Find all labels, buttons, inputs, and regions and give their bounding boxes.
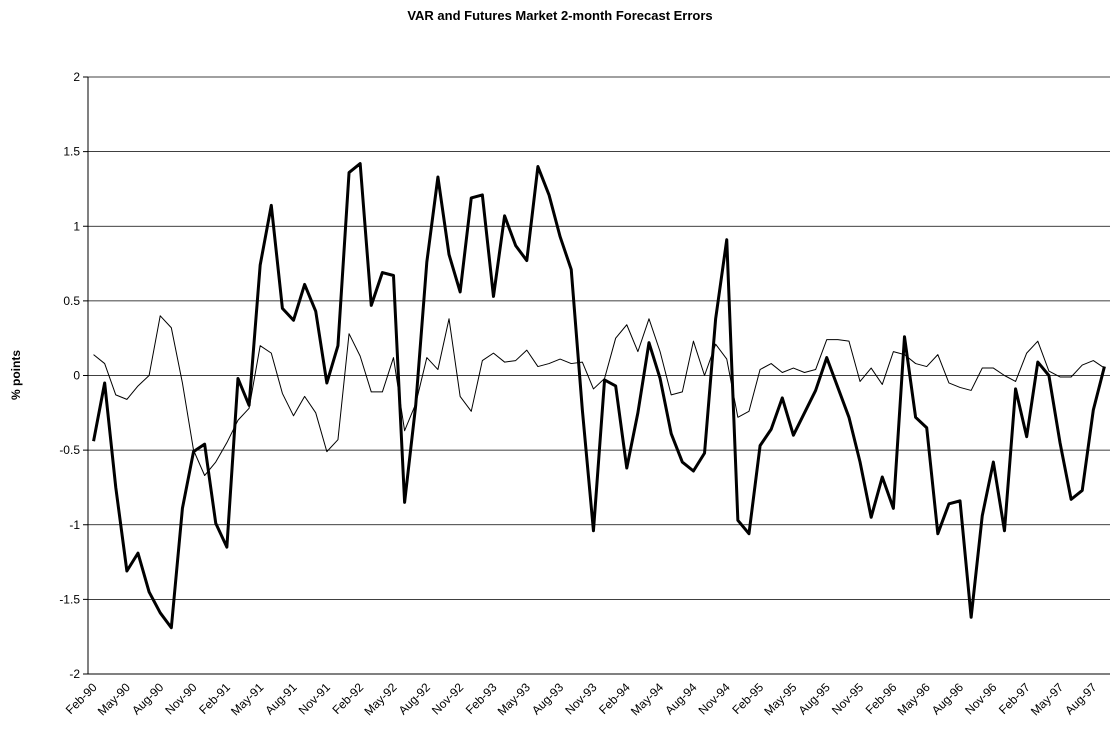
y-tick-label: -2 [69, 667, 80, 681]
y-tick-label: 1.5 [63, 145, 80, 159]
x-tick-label: Aug-96 [929, 680, 966, 717]
chart-title: VAR and Futures Market 2-month Forecast … [407, 8, 712, 23]
x-tick-label: May-92 [361, 680, 399, 718]
y-tick-label: 1 [73, 219, 80, 233]
x-tick-label: May-95 [761, 680, 799, 718]
x-tick-label: May-96 [895, 680, 933, 718]
y-tick-label: 2 [73, 70, 80, 84]
x-tick-label: May-93 [495, 680, 533, 718]
x-tick-label: Nov-96 [962, 680, 999, 717]
x-tick-label: May-94 [628, 680, 666, 718]
x-tick-label: Nov-90 [162, 680, 199, 717]
x-tick-label: Aug-93 [529, 680, 566, 717]
x-tick-label: Feb-91 [196, 680, 233, 717]
x-tick-label: Aug-92 [396, 680, 433, 717]
x-tick-label: Nov-91 [296, 680, 333, 717]
y-tick-label: -0.5 [59, 443, 80, 457]
x-tick-label: Feb-93 [463, 680, 500, 717]
x-tick-label: Aug-91 [262, 680, 299, 717]
x-tick-label: Feb-97 [996, 680, 1033, 717]
y-axis-label: % points [9, 350, 23, 400]
x-tick-label: Nov-94 [696, 680, 733, 717]
x-tick-label: May-91 [228, 680, 266, 718]
series-line [92, 162, 1106, 630]
x-tick-label: Feb-96 [863, 680, 900, 717]
y-tick-label: 0 [73, 369, 80, 383]
x-tick-label: Aug-95 [796, 680, 833, 717]
x-tick-label: Nov-92 [429, 680, 466, 717]
y-tick-label: -1 [69, 518, 80, 532]
x-tick-label: Aug-90 [129, 680, 166, 717]
x-tick-label: May-97 [1028, 680, 1066, 718]
x-tick-label: May-90 [95, 680, 133, 718]
y-tick-label: -1.5 [59, 592, 80, 606]
x-tick-label: Feb-94 [596, 680, 633, 717]
x-tick-label: Aug-97 [1062, 680, 1099, 717]
x-tick-label: Aug-94 [662, 680, 699, 717]
x-tick-label: Feb-90 [63, 680, 100, 717]
x-tick-label: Feb-92 [329, 680, 366, 717]
y-tick-label: 0.5 [63, 294, 80, 308]
x-tick-label: Nov-93 [562, 680, 599, 717]
x-tick-label: Nov-95 [829, 680, 866, 717]
series-line [93, 315, 1105, 476]
x-tick-label: Feb-95 [729, 680, 766, 717]
